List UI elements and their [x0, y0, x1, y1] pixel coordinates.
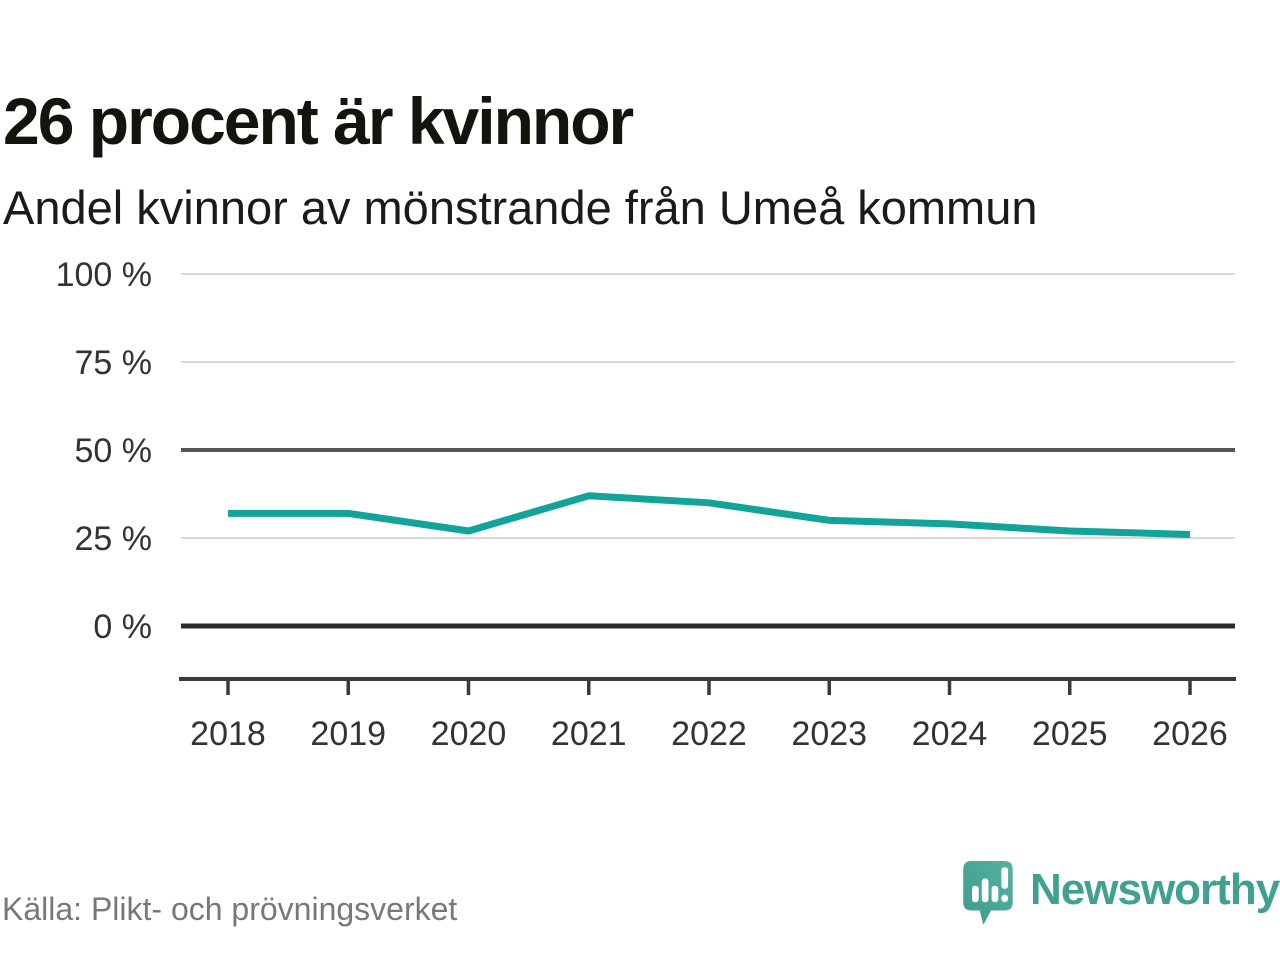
brand-lockup: Newsworthy — [962, 860, 1280, 928]
y-tick-label: 0 % — [93, 608, 152, 646]
page-title: 26 procent är kvinnor — [3, 84, 634, 159]
x-tick-label: 2019 — [310, 715, 386, 753]
x-tick-label: 2020 — [431, 715, 507, 753]
y-tick-label: 75 % — [75, 344, 153, 382]
chart-subtitle: Andel kvinnor av mönstrande från Umeå ko… — [3, 181, 1038, 234]
y-tick-label: 50 % — [75, 432, 153, 470]
x-tick-label: 2023 — [791, 715, 867, 753]
source-note: Källa: Plikt- och prövningsverket — [2, 891, 458, 927]
x-tick-label: 2025 — [1032, 715, 1108, 753]
x-tick-label: 2021 — [551, 715, 627, 753]
y-tick-label: 100 % — [56, 256, 152, 294]
data-line-Andel kvinnor av mönstrande från Umeå kommun — [228, 492, 1191, 538]
brand-name: Newsworthy — [1030, 865, 1280, 914]
x-tick-label: 2024 — [912, 715, 988, 753]
x-tick-label: 2022 — [671, 715, 747, 753]
x-tick-label: 2026 — [1152, 715, 1228, 753]
x-tick-label: 2018 — [190, 715, 266, 753]
newsworthy-logo-icon — [963, 861, 1013, 925]
y-tick-label: 25 % — [75, 520, 153, 558]
